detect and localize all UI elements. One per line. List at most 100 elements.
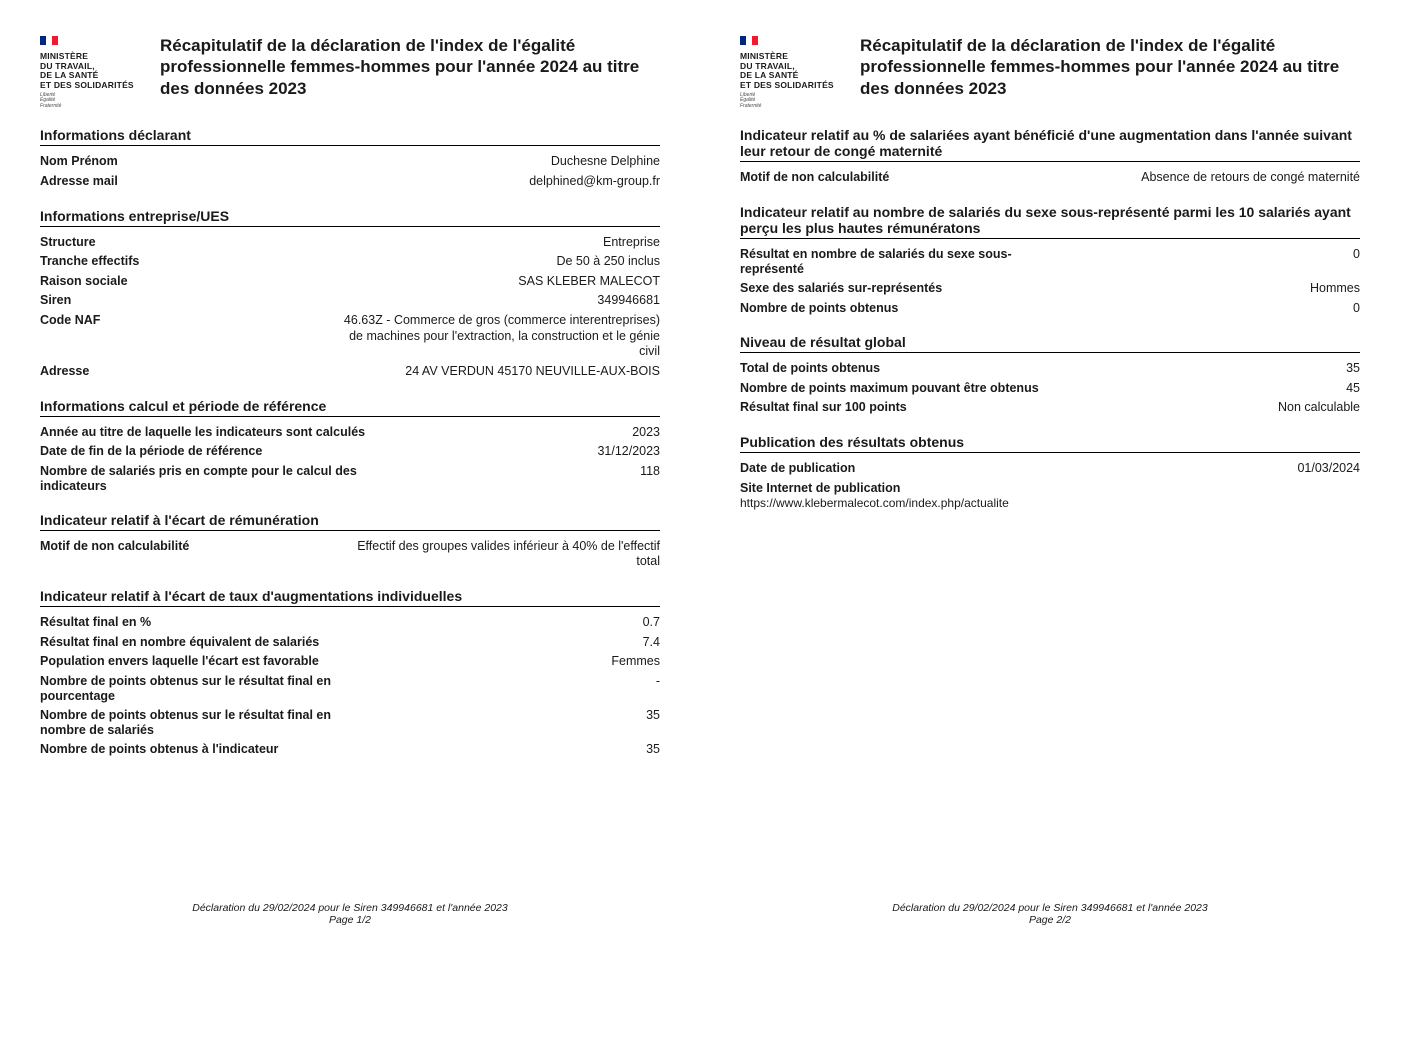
value: 35 <box>646 742 660 758</box>
footer-declaration-line: Déclaration du 29/02/2024 pour le Siren … <box>20 902 680 914</box>
label: Résultat final en % <box>40 615 151 630</box>
gov-logo: MINISTÈRE DU TRAVAIL, DE LA SANTÉ ET DES… <box>740 35 840 109</box>
motto: Liberté Égalité Fraternité <box>740 93 840 110</box>
label: Nombre de points maximum pouvant être ob… <box>740 381 1039 396</box>
value: Hommes <box>1310 281 1360 297</box>
row-aug-pts-pct: Nombre de points obtenus sur le résultat… <box>40 674 660 704</box>
value: Absence de retours de congé maternité <box>1141 170 1360 186</box>
row-hr-sexe: Sexe des salariés sur-représentés Hommes <box>740 281 1360 297</box>
value: - <box>656 674 660 690</box>
value: 118 <box>640 464 660 480</box>
label: Motif de non calculabilité <box>740 170 889 185</box>
value: 01/03/2024 <box>1297 461 1360 477</box>
french-flag-icon <box>740 36 758 45</box>
value: 31/12/2023 <box>597 444 660 460</box>
row-aug-pop: Population envers laquelle l'écart est f… <box>40 654 660 670</box>
ministry-line: ET DES SOLIDARITÉS <box>740 81 840 91</box>
row-hr-res: Résultat en nombre de salariés du sexe s… <box>740 247 1360 277</box>
row-aug-pts-ind: Nombre de points obtenus à l'indicateur … <box>40 742 660 758</box>
publication-url: https://www.klebermalecot.com/index.php/… <box>740 496 1009 510</box>
footer-page-number: Page 2/2 <box>720 914 1380 926</box>
row-adresse: Adresse 24 AV VERDUN 45170 NEUVILLE-AUX-… <box>40 364 660 380</box>
value: 349946681 <box>597 293 660 309</box>
value: 35 <box>646 708 660 724</box>
row-structure: Structure Entreprise <box>40 235 660 251</box>
value: 35 <box>1346 361 1360 377</box>
label: Population envers laquelle l'écart est f… <box>40 654 319 669</box>
row-hr-pts: Nombre de points obtenus 0 <box>740 301 1360 317</box>
row-naf: Code NAF 46.63Z - Commerce de gros (comm… <box>40 313 660 360</box>
label: Tranche effectifs <box>40 254 139 269</box>
label: Nom Prénom <box>40 154 118 169</box>
value: SAS KLEBER MALECOT <box>518 274 660 290</box>
row-raison: Raison sociale SAS KLEBER MALECOT <box>40 274 660 290</box>
row-nbsal: Nombre de salariés pris en compte pour l… <box>40 464 660 494</box>
row-gl-total: Total de points obtenus 35 <box>740 361 1360 377</box>
value: 2023 <box>632 425 660 441</box>
section-hautes-remun-heading: Indicateur relatif au nombre de salariés… <box>740 204 1360 239</box>
section-publication-heading: Publication des résultats obtenus <box>740 434 1360 453</box>
label: Motif de non calculabilité <box>40 539 189 554</box>
ministry-name: MINISTÈRE DU TRAVAIL, DE LA SANTÉ ET DES… <box>40 52 140 91</box>
value: De 50 à 250 inclus <box>556 254 660 270</box>
row-pub-date: Date de publication 01/03/2024 <box>740 461 1360 477</box>
label: Raison sociale <box>40 274 128 289</box>
section-augment-heading: Indicateur relatif à l'écart de taux d'a… <box>40 588 660 607</box>
row-aug-nb: Résultat final en nombre équivalent de s… <box>40 635 660 651</box>
value: Entreprise <box>603 235 660 251</box>
label: Résultat final sur 100 points <box>740 400 907 415</box>
section-calcul-heading: Informations calcul et période de référe… <box>40 398 660 417</box>
french-flag-icon <box>40 36 58 45</box>
page-header: MINISTÈRE DU TRAVAIL, DE LA SANTÉ ET DES… <box>740 35 1360 109</box>
value: delphined@km-group.fr <box>529 174 660 190</box>
label: Adresse <box>40 364 89 379</box>
value: Duchesne Delphine <box>551 154 660 170</box>
section-entreprise-heading: Informations entreprise/UES <box>40 208 660 227</box>
label: Nombre de points obtenus sur le résultat… <box>40 674 370 704</box>
section-declarant-heading: Informations déclarant <box>40 127 660 146</box>
row-mail: Adresse mail delphined@km-group.fr <box>40 174 660 190</box>
page-footer: Déclaration du 29/02/2024 pour le Siren … <box>20 902 680 926</box>
value: Femmes <box>611 654 660 670</box>
label: Sexe des salariés sur-représentés <box>740 281 942 296</box>
page-2: MINISTÈRE DU TRAVAIL, DE LA SANTÉ ET DES… <box>720 20 1380 1036</box>
label: Structure <box>40 235 96 250</box>
footer-declaration-line: Déclaration du 29/02/2024 pour le Siren … <box>720 902 1380 914</box>
row-siren: Siren 349946681 <box>40 293 660 309</box>
value: 24 AV VERDUN 45170 NEUVILLE-AUX-BOIS <box>405 364 660 380</box>
label: Nombre de salariés pris en compte pour l… <box>40 464 370 494</box>
document-title: Récapitulatif de la déclaration de l'ind… <box>860 35 1360 99</box>
row-remun-motif: Motif de non calculabilité Effectif des … <box>40 539 660 570</box>
gov-logo: MINISTÈRE DU TRAVAIL, DE LA SANTÉ ET DES… <box>40 35 140 109</box>
row-annee: Année au titre de laquelle les indicateu… <box>40 425 660 441</box>
label: Code NAF <box>40 313 100 328</box>
label: Total de points obtenus <box>740 361 880 376</box>
ministry-name: MINISTÈRE DU TRAVAIL, DE LA SANTÉ ET DES… <box>740 52 840 91</box>
value: 46.63Z - Commerce de gros (commerce inte… <box>340 313 660 360</box>
motto: Liberté Égalité Fraternité <box>40 93 140 110</box>
value: Non calculable <box>1278 400 1360 416</box>
page-header: MINISTÈRE DU TRAVAIL, DE LA SANTÉ ET DES… <box>40 35 660 109</box>
label: Adresse mail <box>40 174 118 189</box>
row-aug-pct: Résultat final en % 0.7 <box>40 615 660 631</box>
label: Nombre de points obtenus <box>740 301 898 316</box>
label: Année au titre de laquelle les indicateu… <box>40 425 365 440</box>
label: Siren <box>40 293 71 308</box>
value: 0.7 <box>643 615 660 631</box>
row-datefin: Date de fin de la période de référence 3… <box>40 444 660 460</box>
row-aug-pts-nb: Nombre de points obtenus sur le résultat… <box>40 708 660 738</box>
section-maternite-heading: Indicateur relatif au % de salariées aya… <box>740 127 1360 162</box>
row-tranche: Tranche effectifs De 50 à 250 inclus <box>40 254 660 270</box>
value: 7.4 <box>643 635 660 651</box>
page-1: MINISTÈRE DU TRAVAIL, DE LA SANTÉ ET DES… <box>20 20 680 1036</box>
row-mat-motif: Motif de non calculabilité Absence de re… <box>740 170 1360 186</box>
label: Résultat final en nombre équivalent de s… <box>40 635 319 650</box>
label: Nombre de points obtenus sur le résultat… <box>40 708 370 738</box>
footer-page-number: Page 1/2 <box>20 914 680 926</box>
section-remun-heading: Indicateur relatif à l'écart de rémunéra… <box>40 512 660 531</box>
label: Date de fin de la période de référence <box>40 444 262 459</box>
ministry-line: ET DES SOLIDARITÉS <box>40 81 140 91</box>
row-gl-final: Résultat final sur 100 points Non calcul… <box>740 400 1360 416</box>
row-nom: Nom Prénom Duchesne Delphine <box>40 154 660 170</box>
row-gl-max: Nombre de points maximum pouvant être ob… <box>740 381 1360 397</box>
